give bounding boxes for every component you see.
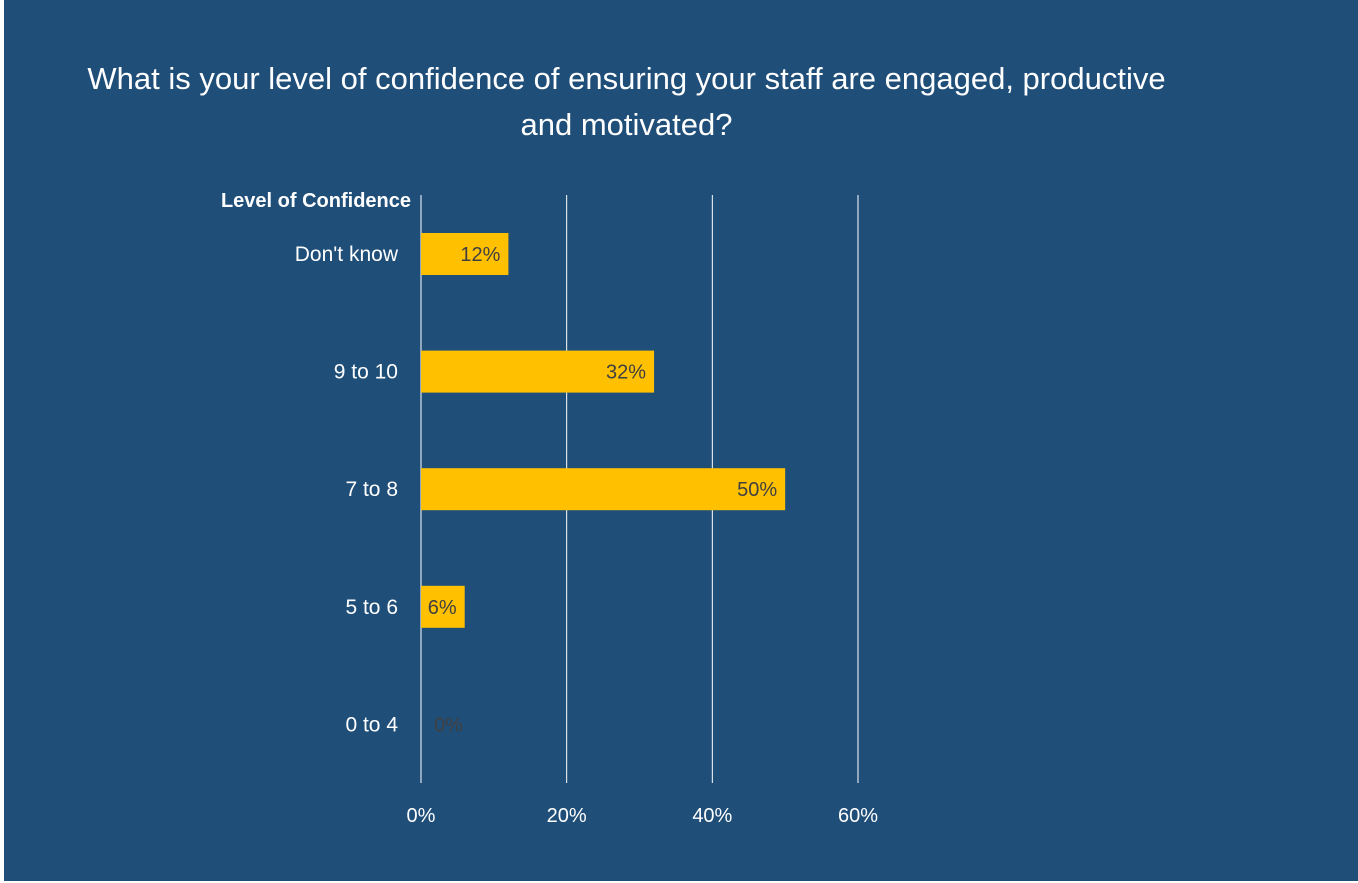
data-label: 50% [737,479,777,501]
x-tick-label: 20% [547,805,587,827]
category-label: 9 to 10 [334,361,398,384]
data-labels: 12% 32% 50% 6% 0% [428,244,778,736]
bar [421,468,786,511]
bars [421,233,786,628]
chart-title-line-1: What is your level of confidence of ensu… [87,61,1166,96]
category-label: Don't know [295,243,399,266]
bar-chart: 12% 32% 50% 6% 0% Don't know 9 to 10 7 to 8 5 t… [221,190,879,827]
data-label: 12% [460,244,500,266]
chart-slide: What is your level of confidence of ensu… [4,0,1358,881]
category-label: 7 to 8 [345,478,398,501]
data-label: 0% [434,714,463,736]
data-label: 6% [428,597,457,619]
data-label: 32% [606,362,646,384]
category-label: 5 to 6 [345,596,398,619]
x-tick-label: 60% [838,805,878,827]
x-tick-label: 0% [407,805,436,827]
bar [421,233,509,275]
x-tick-label: 40% [692,805,732,827]
bar [421,350,655,393]
category-labels: Don't know 9 to 10 7 to 8 5 to 6 0 to 4 [295,243,399,736]
chart-title: What is your level of confidence of ensu… [4,56,1249,148]
category-axis-title: Level of Confidence [221,190,411,212]
bar [421,585,465,628]
x-axis-tick-labels: 0% 20% 40% 60% [407,805,879,827]
chart-title-line-2: and motivated? [520,107,733,142]
category-label: 0 to 4 [345,713,398,736]
